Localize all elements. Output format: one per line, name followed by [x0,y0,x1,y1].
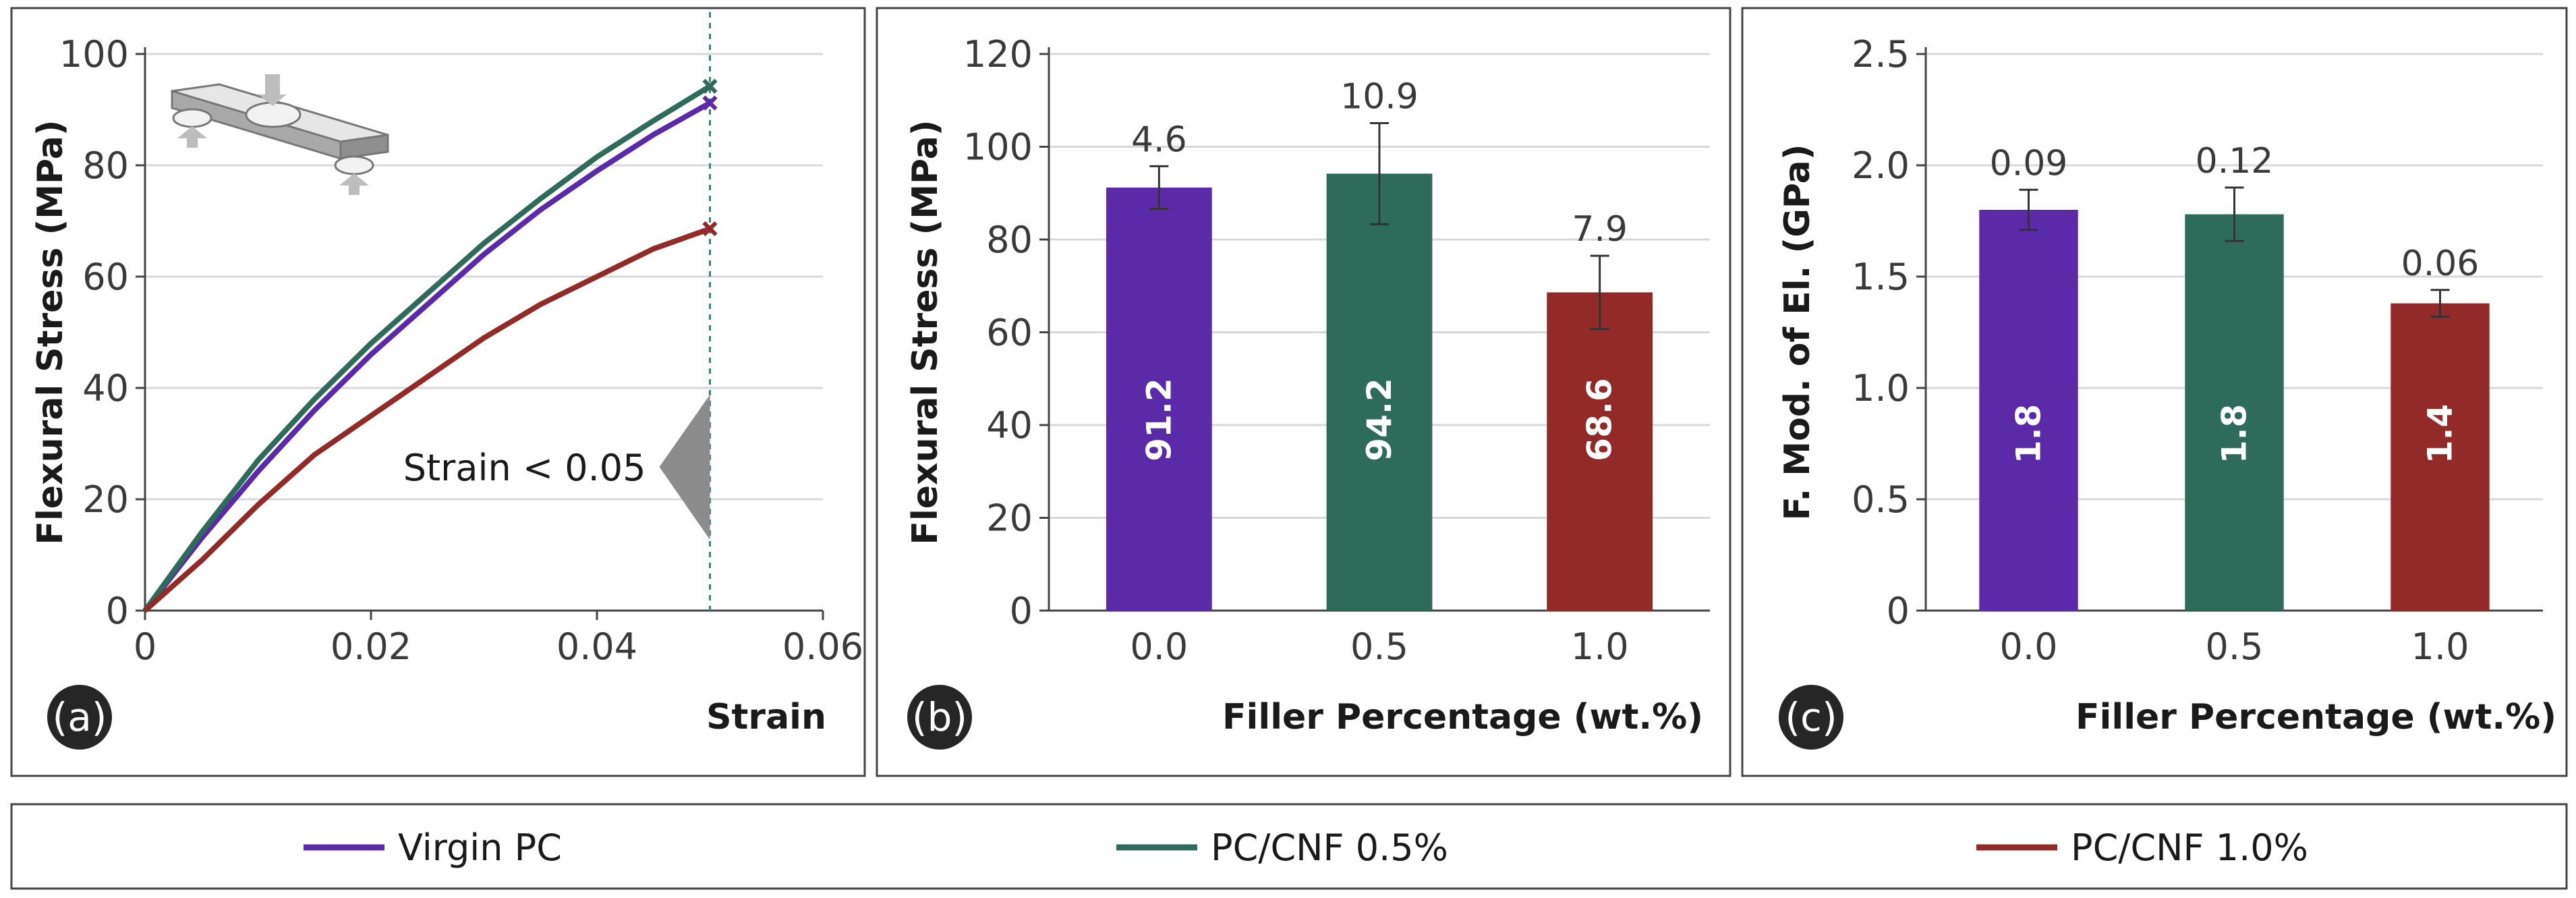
y-tick-label: 60 [986,312,1033,354]
y-tick-label: 100 [59,33,129,76]
legend-label-2: PC/CNF 1.0% [2071,826,2308,869]
x-tick-label: 1.0 [2411,625,2469,668]
panel-a-frame [10,7,866,777]
bar-1 [1326,173,1433,611]
x-tick-label: 0.06 [782,625,863,668]
series-end-marker-0 [702,95,718,111]
panel-tag: (b) [912,694,967,740]
x-tick-label: 1.0 [1571,625,1629,668]
bar-0 [1106,188,1212,611]
error-label-2: 7.9 [1572,209,1628,250]
series-line-0 [142,101,712,613]
x-tick-label: 0.0 [2000,625,2058,668]
bar-1 [2185,214,2284,611]
y-tick-label: 60 [82,256,129,298]
y-tick-label: 2.0 [1852,144,1910,187]
y-axis-title: Flexural Stress (MPa) [30,119,71,544]
three-point-bending-beam-icon [171,74,389,195]
bar-2 [1547,292,1653,611]
bar-2 [2391,303,2490,611]
y-tick-label: 80 [82,144,129,187]
y-tick-label: 0 [106,590,129,632]
bar-value-label-2: 1.4 [2421,404,2460,464]
x-tick-label: 0.02 [331,625,411,668]
error-label-0: 4.6 [1131,119,1187,160]
y-tick-label: 20 [986,497,1033,540]
y-tick-label: 40 [82,367,129,410]
y-axis-title: F. Mod. of El. (GPa) [1777,144,1818,521]
legend-frame [10,803,2568,890]
series-line-2 [143,226,711,613]
y-axis-title: Flexural Stress (MPa) [905,119,946,544]
error-label-2: 0.06 [2401,244,2480,284]
series-end-marker-2 [702,221,718,237]
y-tick-label: 1.5 [1852,256,1910,298]
x-axis-title: Strain [706,697,826,737]
x-tick-label: 0.5 [2206,625,2264,668]
y-tick-label: 100 [963,126,1033,169]
panel-tag-badge [47,685,112,750]
annotation-label: Strain < 0.05 [403,447,646,489]
x-tick-label: 0.04 [556,625,637,668]
y-tick-label: 40 [986,404,1033,447]
legend-label-1: PC/CNF 0.5% [1211,826,1448,869]
x-axis-title: Filler Percentage (wt.%) [2076,697,2556,737]
panel-tag-badge [1779,685,1843,750]
y-tick-label: 0 [1010,590,1033,632]
error-label-1: 10.9 [1340,76,1419,117]
panel-tag: (c) [1785,694,1837,740]
bar-value-label-1: 94.2 [1360,378,1399,461]
panel-c-chart: 0 0.5 1.0 1.5 2.0 2.5 F. Mod. of El. (GPa) Fill… [1777,33,2556,750]
x-axis-title: Filler Percentage (wt.%) [1222,697,1703,737]
series-line-1 [142,84,712,613]
panel-b-chart: 0 20 40 60 80 100 120 Flexural Stress (MPa) Fill… [905,33,1710,750]
panel-tag-badge [907,685,972,750]
series-end-marker-1 [702,78,718,94]
bar-value-label-2: 68.6 [1580,378,1620,461]
legend: Virgin PC PC/CNF 0.5% PC/CNF 1.0% [304,826,2308,869]
x-tick-label: 0.0 [1130,625,1188,668]
error-label-1: 0.12 [2196,141,2274,181]
bar-0 [1979,210,2078,611]
bar-value-label-0: 1.8 [2009,404,2049,464]
y-tick-label: 0 [1887,590,1910,632]
legend-label-0: Virgin PC [398,826,562,869]
bar-value-label-0: 91.2 [1139,378,1178,461]
panel-a-chart: 0 20 40 60 80 100 Flexural Stress (MPa) Strain (… [30,12,863,750]
y-tick-label: 0.5 [1852,478,1910,521]
y-tick-label: 2.5 [1852,33,1910,76]
panel-tag: (a) [53,694,107,740]
annotation-arrow [659,395,710,540]
error-label-0: 0.09 [1990,143,2068,184]
y-tick-label: 20 [82,478,129,521]
x-tick-label: 0.5 [1350,625,1408,668]
y-tick-label: 120 [963,33,1033,76]
y-tick-label: 80 [986,219,1033,261]
x-tick-label: 0 [134,625,156,668]
bar-value-label-1: 1.8 [2215,404,2254,464]
y-tick-label: 1.0 [1852,367,1910,410]
